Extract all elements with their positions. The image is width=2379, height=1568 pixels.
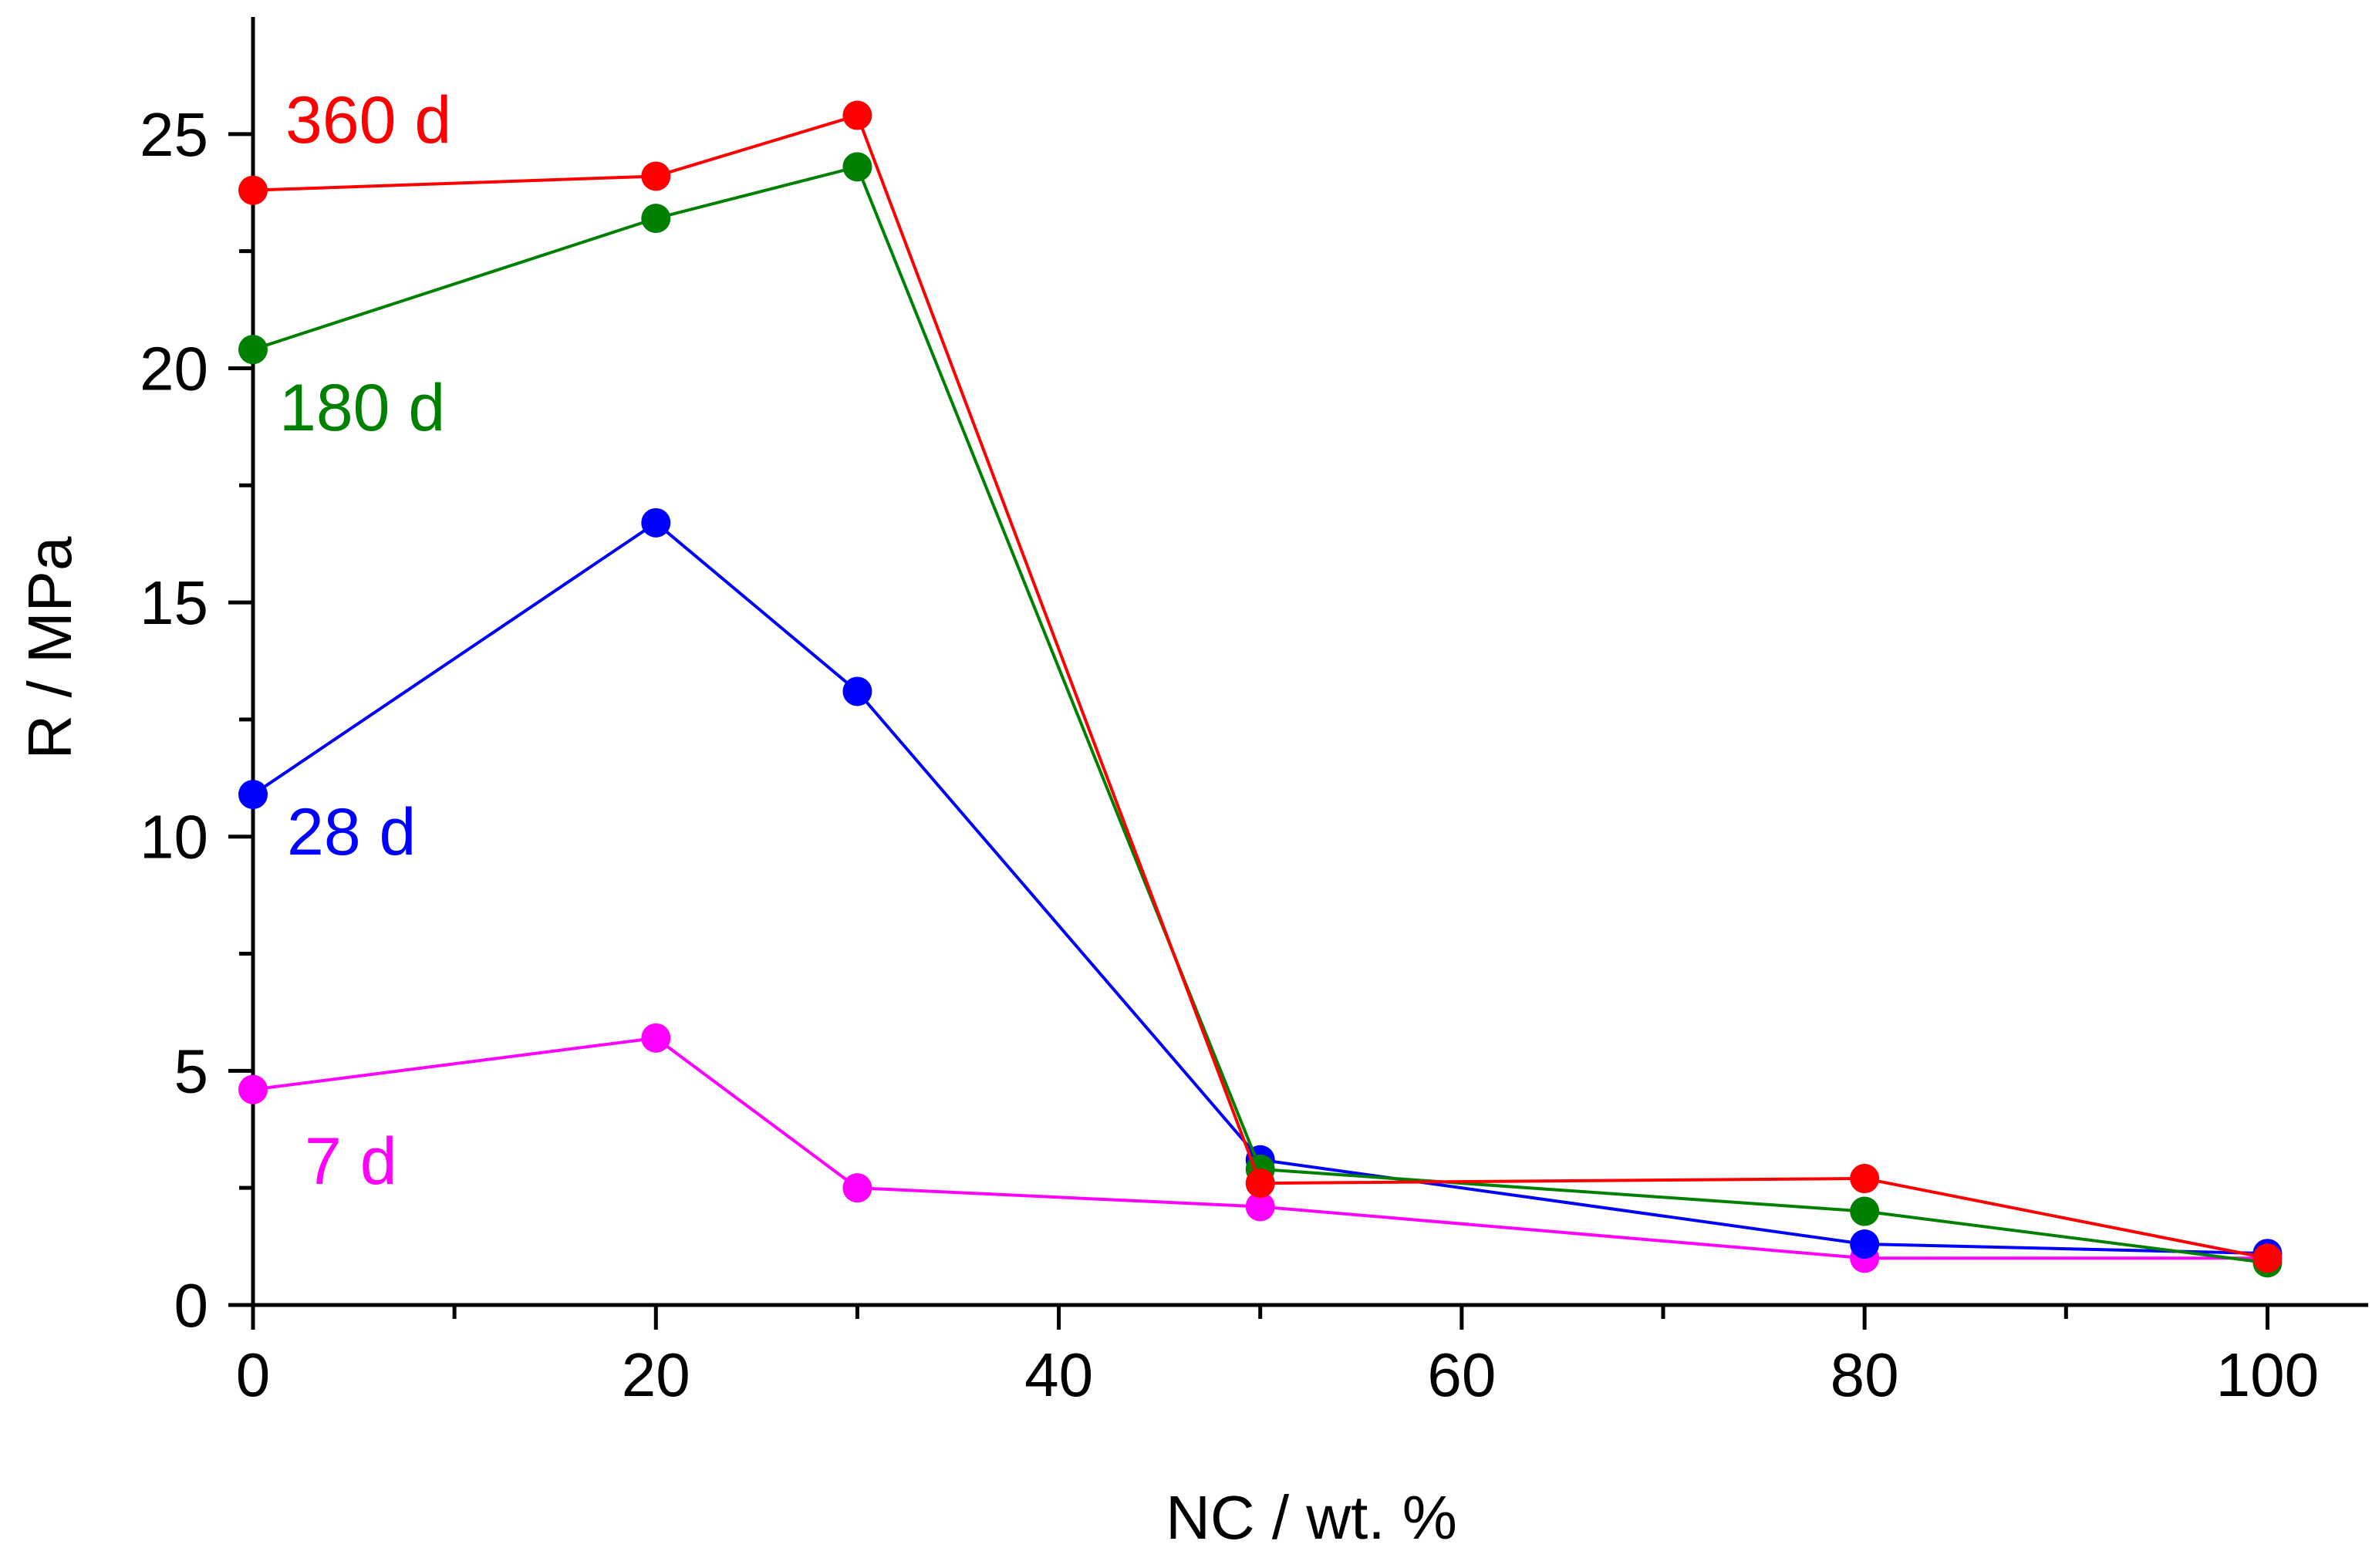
series-label-360-d: 360 d bbox=[285, 83, 451, 157]
data-point-180-d bbox=[238, 335, 268, 365]
series-line-360-d bbox=[252, 113, 2268, 1260]
data-point-28-d bbox=[842, 676, 872, 706]
x-tick-label: 80 bbox=[1831, 1340, 1899, 1409]
y-tick-label: 20 bbox=[140, 334, 208, 403]
series-180-d: 180 d bbox=[238, 152, 2283, 1278]
data-point-7-d bbox=[1245, 1192, 1275, 1222]
series-28-d: 28 d bbox=[238, 507, 2283, 1269]
data-point-7-d bbox=[641, 1023, 671, 1053]
data-point-7-d bbox=[238, 1074, 268, 1104]
x-tick-label: 20 bbox=[622, 1340, 690, 1409]
x-tick-label: 40 bbox=[1024, 1340, 1093, 1409]
series-label-7-d: 7 d bbox=[305, 1125, 397, 1199]
data-point-180-d bbox=[842, 152, 872, 182]
y-tick-label: 15 bbox=[140, 568, 208, 637]
y-axis-label: R / MPa bbox=[15, 536, 84, 759]
data-point-7-d bbox=[842, 1173, 872, 1203]
series-label-28-d: 28 d bbox=[287, 795, 416, 869]
data-point-180-d bbox=[641, 204, 671, 234]
x-axis-label: NC / wt. % bbox=[1166, 1483, 1457, 1552]
data-point-360-d bbox=[1245, 1168, 1275, 1199]
x-tick-label: 0 bbox=[236, 1340, 271, 1409]
series-line-7-d bbox=[252, 1036, 2268, 1260]
data-point-360-d bbox=[1850, 1164, 1880, 1194]
series-group: 7 d 28 d 180 d 360 d bbox=[238, 83, 2283, 1278]
series-360-d: 360 d bbox=[238, 83, 2283, 1273]
y-tick-label: 5 bbox=[174, 1037, 209, 1105]
series-label-180-d: 180 d bbox=[279, 371, 445, 445]
series-line-28-d bbox=[251, 521, 2268, 1256]
axes: 0 20 40 60 80 100 0 5 10 15 20 25 bbox=[140, 17, 2368, 1409]
data-point-28-d bbox=[238, 780, 268, 810]
data-point-180-d bbox=[1850, 1196, 1880, 1226]
series-line-180-d bbox=[252, 164, 2268, 1265]
data-point-360-d bbox=[238, 175, 268, 205]
x-tick-label: 100 bbox=[2216, 1340, 2319, 1409]
data-point-28-d bbox=[1850, 1229, 1880, 1259]
data-point-360-d bbox=[641, 161, 671, 191]
data-point-360-d bbox=[2252, 1243, 2283, 1273]
y-tick-label: 0 bbox=[174, 1271, 209, 1340]
y-tick-label: 25 bbox=[140, 100, 208, 169]
data-point-28-d bbox=[641, 507, 671, 538]
data-point-360-d bbox=[842, 100, 872, 130]
y-tick-label: 10 bbox=[140, 803, 208, 872]
x-tick-label: 60 bbox=[1427, 1340, 1496, 1409]
